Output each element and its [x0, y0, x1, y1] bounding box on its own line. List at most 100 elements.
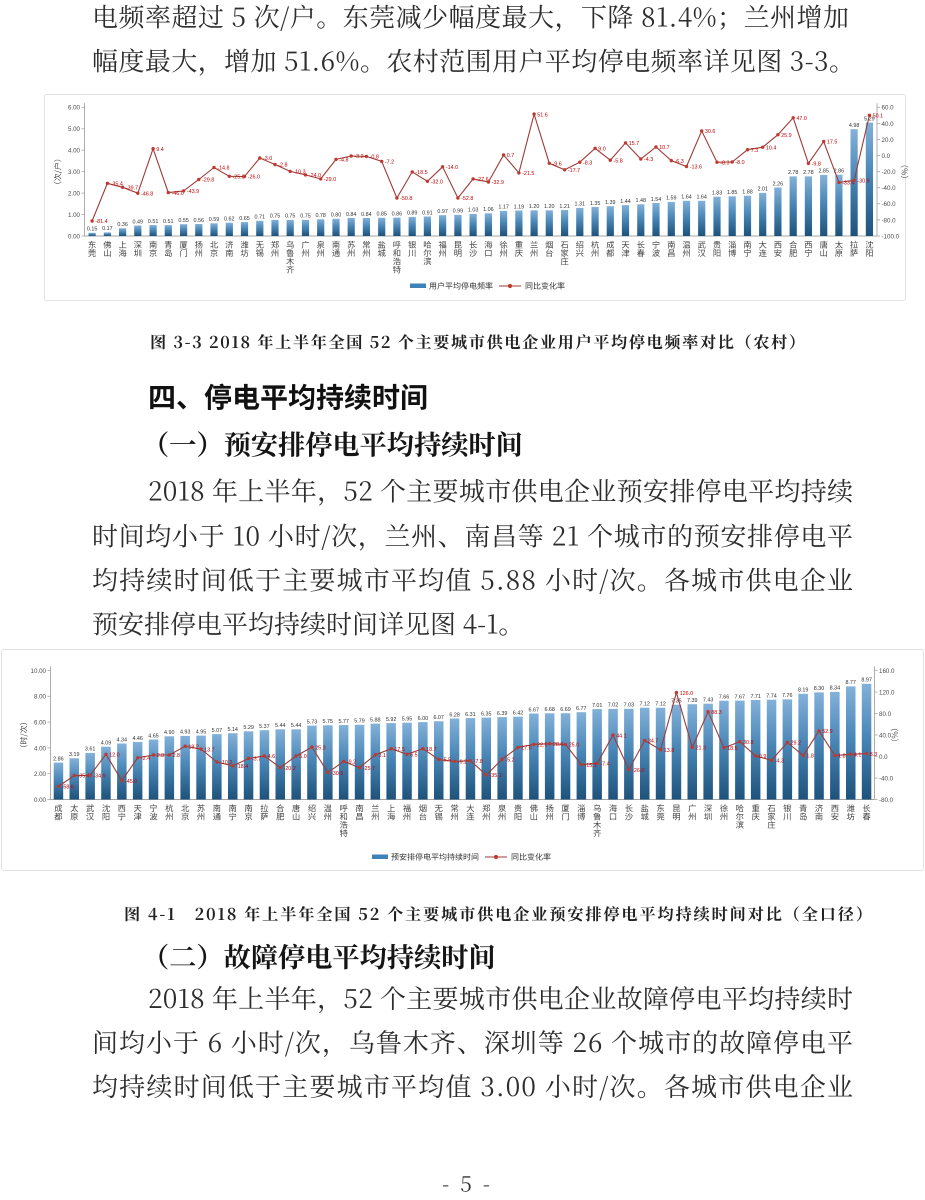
svg-text:1.35: 1.35 — [590, 201, 601, 207]
svg-text:0.75: 0.75 — [285, 214, 296, 220]
svg-text:5.79: 5.79 — [354, 719, 365, 725]
svg-text:3.61: 3.61 — [85, 747, 96, 753]
svg-text:-20.2: -20.2 — [284, 766, 296, 772]
svg-text:5.00: 5.00 — [68, 126, 81, 133]
svg-text:-21.5: -21.5 — [522, 171, 534, 177]
svg-text:5.75: 5.75 — [323, 719, 334, 725]
svg-text:2.86: 2.86 — [834, 169, 845, 175]
svg-text:-40.0: -40.0 — [879, 775, 894, 782]
svg-text:0.85: 0.85 — [376, 212, 387, 218]
svg-text:-10.3: -10.3 — [293, 170, 305, 176]
svg-text:0.51: 0.51 — [148, 219, 159, 225]
svg-text:-14.8: -14.8 — [217, 166, 229, 172]
svg-text:8.3: 8.3 — [870, 752, 878, 758]
svg-text:0.97: 0.97 — [437, 209, 448, 215]
svg-text:5.37: 5.37 — [259, 724, 270, 730]
svg-text:8.19: 8.19 — [798, 688, 809, 694]
svg-text:3.00: 3.00 — [68, 169, 81, 176]
svg-text:40.0: 40.0 — [879, 732, 892, 739]
svg-text:25.9: 25.9 — [781, 133, 792, 139]
svg-text:29.2: 29.2 — [791, 741, 802, 747]
svg-text:5.07: 5.07 — [212, 728, 223, 734]
svg-text:-7.8: -7.8 — [474, 759, 483, 765]
svg-text:-9.6: -9.6 — [553, 162, 562, 168]
svg-text:0.0: 0.0 — [879, 754, 888, 761]
svg-text:-7.2: -7.2 — [385, 160, 394, 166]
svg-text:44.1: 44.1 — [616, 733, 627, 739]
svg-text:-33.4: -33.4 — [842, 181, 854, 187]
svg-text:6.67: 6.67 — [529, 707, 540, 713]
svg-text:-3.2: -3.2 — [354, 154, 363, 160]
svg-text:-7.4: -7.4 — [600, 762, 609, 768]
svg-text:-60.0: -60.0 — [882, 201, 897, 208]
svg-text:2.26: 2.26 — [773, 181, 784, 187]
svg-text:88.3: 88.3 — [711, 710, 722, 716]
svg-text:7.3: 7.3 — [751, 148, 759, 154]
svg-text:6.28: 6.28 — [449, 712, 460, 718]
svg-text:10.00: 10.00 — [31, 668, 47, 675]
svg-text:0.7: 0.7 — [507, 153, 515, 159]
svg-text:8.77: 8.77 — [845, 680, 856, 686]
svg-text:7.43: 7.43 — [703, 698, 714, 704]
svg-text:-9.2: -9.2 — [347, 760, 356, 766]
svg-text:25.3: 25.3 — [315, 745, 326, 751]
svg-text:7.12: 7.12 — [639, 702, 650, 708]
svg-text:2.85: 2.85 — [818, 169, 829, 175]
svg-text:7.39: 7.39 — [687, 698, 698, 704]
svg-text:-9.8: -9.8 — [812, 162, 821, 168]
svg-text:1.17: 1.17 — [498, 205, 509, 211]
svg-text:0.84: 0.84 — [361, 212, 372, 218]
svg-text:0.0: 0.0 — [882, 153, 891, 160]
svg-text:-14.0: -14.0 — [446, 165, 458, 171]
svg-text:40.0: 40.0 — [882, 121, 895, 128]
svg-text:12.0: 12.0 — [109, 753, 120, 759]
svg-text:0.65: 0.65 — [239, 216, 250, 222]
svg-text:4.09: 4.09 — [101, 741, 112, 747]
svg-text:-43.9: -43.9 — [187, 189, 199, 195]
svg-text:0.89: 0.89 — [407, 211, 418, 217]
svg-text:8.34: 8.34 — [830, 686, 841, 692]
svg-text:22.5: 22.5 — [537, 743, 548, 749]
svg-text:1.8: 1.8 — [838, 754, 846, 760]
svg-text:47.0: 47.0 — [796, 116, 807, 122]
svg-text:0.17: 0.17 — [102, 226, 113, 232]
svg-text:-45.0: -45.0 — [125, 779, 137, 785]
svg-text:2.8: 2.8 — [173, 753, 181, 759]
svg-text:-27.6: -27.6 — [476, 177, 488, 183]
svg-text:4.1: 4.1 — [854, 753, 862, 759]
svg-text:0.86: 0.86 — [392, 211, 403, 217]
svg-text:7.03: 7.03 — [624, 703, 635, 709]
svg-text:-4.3: -4.3 — [775, 759, 784, 765]
svg-text:-8.0: -8.0 — [735, 160, 744, 166]
svg-text:-29.8: -29.8 — [202, 178, 214, 184]
svg-text:7.67: 7.67 — [735, 694, 746, 700]
svg-text:19.2: 19.2 — [188, 744, 199, 750]
svg-text:6.5: 6.5 — [410, 753, 418, 759]
svg-text:15.7: 15.7 — [629, 141, 640, 147]
svg-text:18.5: 18.5 — [727, 746, 738, 752]
svg-text:1.44: 1.44 — [620, 199, 631, 205]
svg-text:2.00: 2.00 — [34, 771, 47, 778]
svg-text:1.8: 1.8 — [806, 754, 814, 760]
svg-text:1.54: 1.54 — [651, 197, 662, 203]
svg-text:28.0: 28.0 — [553, 742, 564, 748]
svg-text:-0.8: -0.8 — [370, 155, 379, 161]
svg-text:51.6: 51.6 — [537, 112, 548, 118]
svg-text:-18.4: -18.4 — [236, 764, 248, 770]
svg-text:126.0: 126.0 — [680, 691, 694, 697]
svg-text:-3.7: -3.7 — [252, 757, 261, 763]
svg-text:7.66: 7.66 — [719, 695, 730, 701]
svg-text:1.20: 1.20 — [529, 204, 540, 210]
svg-text:6.00: 6.00 — [34, 720, 47, 727]
svg-text:2.01: 2.01 — [757, 187, 768, 193]
svg-text:2.86: 2.86 — [53, 756, 64, 762]
svg-text:1.39: 1.39 — [605, 200, 616, 206]
svg-text:2.78: 2.78 — [788, 170, 799, 176]
svg-text:17.0: 17.0 — [521, 746, 532, 752]
svg-text:-30.5: -30.5 — [331, 771, 343, 777]
svg-text:-58.6: -58.6 — [62, 785, 74, 791]
svg-text:0.55: 0.55 — [178, 218, 189, 224]
svg-text:21.3: 21.3 — [696, 746, 707, 752]
svg-text:4.00: 4.00 — [68, 148, 81, 155]
svg-text:-17.7: -17.7 — [568, 168, 580, 174]
